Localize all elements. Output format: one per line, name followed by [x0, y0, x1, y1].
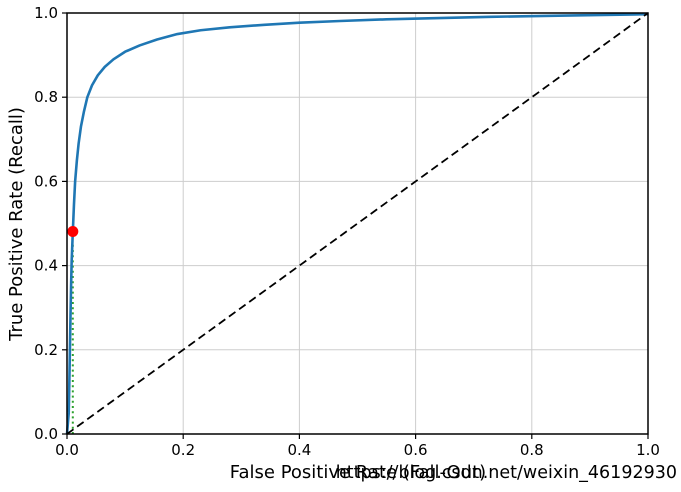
series-layer: [65, 12, 649, 435]
roc-curve-line: [65, 12, 649, 435]
operating-point-marker: [67, 225, 79, 237]
y-tick-label: 0.8: [34, 88, 58, 106]
random-chance-diagonal-line: [66, 12, 649, 435]
x-tick-label: 0.4: [287, 441, 311, 459]
y-tick-label: 1.0: [34, 4, 58, 22]
y-tick-label: 0.6: [34, 172, 58, 190]
plot-border: [66, 12, 649, 435]
x-tick-label: 0.2: [171, 441, 195, 459]
x-tick-label: 1.0: [636, 441, 660, 459]
x-tick-label: 0.6: [404, 441, 428, 459]
y-tick-label: 0.0: [34, 425, 58, 443]
x-tick-label: 0.0: [55, 441, 79, 459]
tick-layer: 0.0 0.2 0.4 0.6 0.8 1.0 0.0 0.2 0.4 0.6 0.8 1.0: [34, 4, 660, 459]
watermark-text: https://blog.csdn.net/weixin_46192930: [336, 463, 677, 483]
y-tick-label: 0.2: [34, 341, 58, 359]
y-axis-label: True Positive Rate (Recall): [6, 107, 27, 342]
x-axis-label: False Positive Rate (Fall-Out): [230, 462, 486, 483]
x-tick-label: 0.8: [520, 441, 544, 459]
y-tick-label: 0.4: [34, 257, 58, 275]
